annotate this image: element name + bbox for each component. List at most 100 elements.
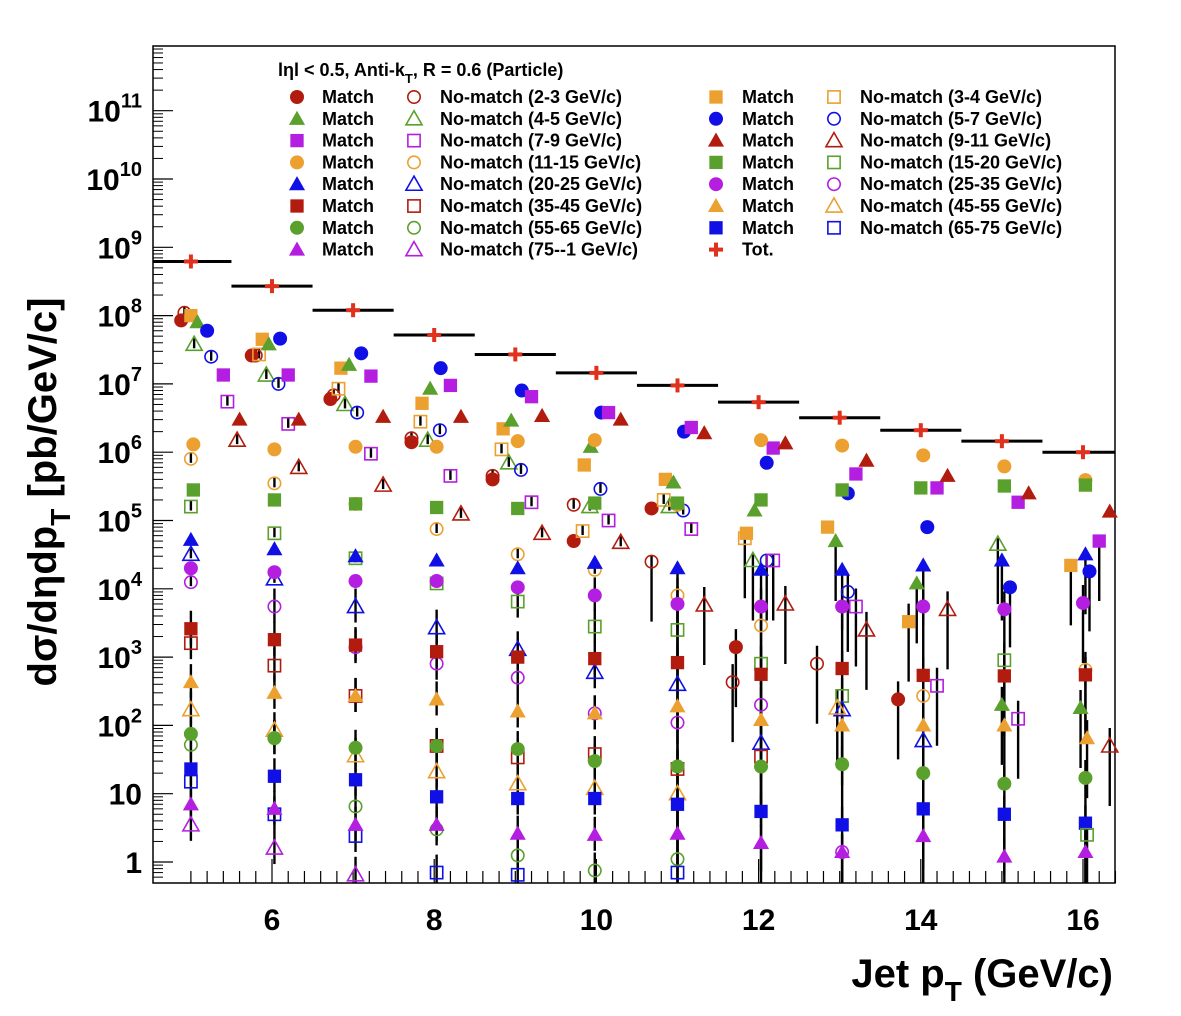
legend-label: No-match (65-75 GeV/c) <box>860 218 1062 238</box>
data-point <box>348 740 363 755</box>
data-point <box>184 334 204 352</box>
data-point <box>183 726 198 741</box>
legend-marker <box>824 196 844 213</box>
legend-marker <box>407 199 421 213</box>
legend-marker <box>406 90 421 105</box>
data-point <box>429 790 444 804</box>
data-point <box>248 348 263 363</box>
data-point <box>1079 730 1096 745</box>
data-point <box>587 863 602 878</box>
data-point <box>204 349 219 364</box>
legend-label: Tot. <box>742 240 774 260</box>
data-point <box>348 574 363 589</box>
legend-label: No-match (20-25 GeV/c) <box>440 174 642 194</box>
data-point <box>513 462 528 477</box>
data-point <box>1078 478 1093 492</box>
legend-label: No-match (5-7 GeV/c) <box>860 109 1042 129</box>
data-point <box>670 496 685 510</box>
data-point <box>777 435 794 450</box>
data-point <box>751 733 771 750</box>
data-point <box>908 575 925 590</box>
cross-bar-v <box>756 395 761 410</box>
data-point <box>267 731 282 746</box>
data-point <box>588 791 602 806</box>
data-point <box>901 615 916 629</box>
data-point <box>335 394 355 412</box>
y-tick-label: 1011 <box>87 91 142 129</box>
data-point <box>916 448 931 463</box>
data-point <box>182 796 199 811</box>
total-point <box>994 434 1009 449</box>
data-point <box>186 483 200 497</box>
data-point <box>754 599 769 614</box>
data-point <box>534 407 551 422</box>
total-series <box>153 254 1115 460</box>
data-point <box>347 687 364 702</box>
legend-label: Match <box>322 87 374 107</box>
legend-marker <box>827 155 841 170</box>
y-tick-label: 105 <box>98 501 143 539</box>
data-point <box>612 411 629 426</box>
total-point <box>1076 445 1090 460</box>
data-point <box>752 711 770 727</box>
data-point <box>684 522 699 536</box>
data-point <box>1101 503 1118 518</box>
data-point <box>587 754 602 769</box>
data-point <box>267 658 282 673</box>
data-point <box>429 738 444 753</box>
legend-label: Match <box>742 152 794 172</box>
x-tick-label: 8 <box>426 904 443 937</box>
data-point <box>346 596 365 614</box>
legend-marker <box>290 199 304 213</box>
data-point <box>348 799 363 814</box>
data-point <box>485 472 500 487</box>
data-point <box>443 378 458 393</box>
data-point <box>273 331 288 346</box>
data-point <box>916 802 930 816</box>
legend-label: Match <box>742 131 794 151</box>
data-point <box>183 451 198 466</box>
data-point <box>696 425 713 440</box>
data-point <box>510 594 525 609</box>
data-point <box>181 815 201 832</box>
legend-label: No-match (2-3 GeV/c) <box>440 87 622 107</box>
legend-label: Match <box>322 174 374 194</box>
data-point <box>510 580 525 595</box>
legend-marker <box>826 111 841 126</box>
legend-marker <box>404 239 424 257</box>
data-point <box>347 548 364 563</box>
legend-marker <box>827 220 841 235</box>
legend-label: No-match (11-15 GeV/c) <box>440 152 641 172</box>
data-point <box>1078 770 1093 785</box>
legend-marker <box>709 111 723 126</box>
y-tick-label: 104 <box>98 569 143 607</box>
data-point <box>930 481 944 495</box>
data-point <box>728 640 743 655</box>
legend-marker <box>290 220 304 235</box>
data-point <box>658 472 672 487</box>
data-point <box>429 439 444 454</box>
data-point <box>364 369 378 383</box>
data-point <box>184 622 198 636</box>
legend-label: No-match (35-45 GeV/c) <box>440 196 642 216</box>
data-point <box>587 588 602 603</box>
data-point <box>267 633 282 647</box>
data-point <box>915 717 932 732</box>
data-point <box>340 356 358 371</box>
legend-marker <box>288 110 306 125</box>
data-point <box>725 675 740 690</box>
data-point <box>1020 485 1037 500</box>
data-point <box>670 596 685 611</box>
total-point <box>427 327 442 342</box>
data-point <box>184 762 198 776</box>
data-point <box>451 504 471 521</box>
data-point <box>670 622 685 637</box>
data-point <box>669 698 686 713</box>
data-point <box>754 667 768 681</box>
legend-marker <box>404 174 424 192</box>
legend: lηl < 0.5, Anti-kT, R = 0.6 (Particle)Ma… <box>278 60 1062 260</box>
data-point <box>913 730 933 748</box>
data-point <box>1076 595 1090 610</box>
y-tick-label: 103 <box>98 637 143 675</box>
y-tick-label: 106 <box>98 432 143 470</box>
